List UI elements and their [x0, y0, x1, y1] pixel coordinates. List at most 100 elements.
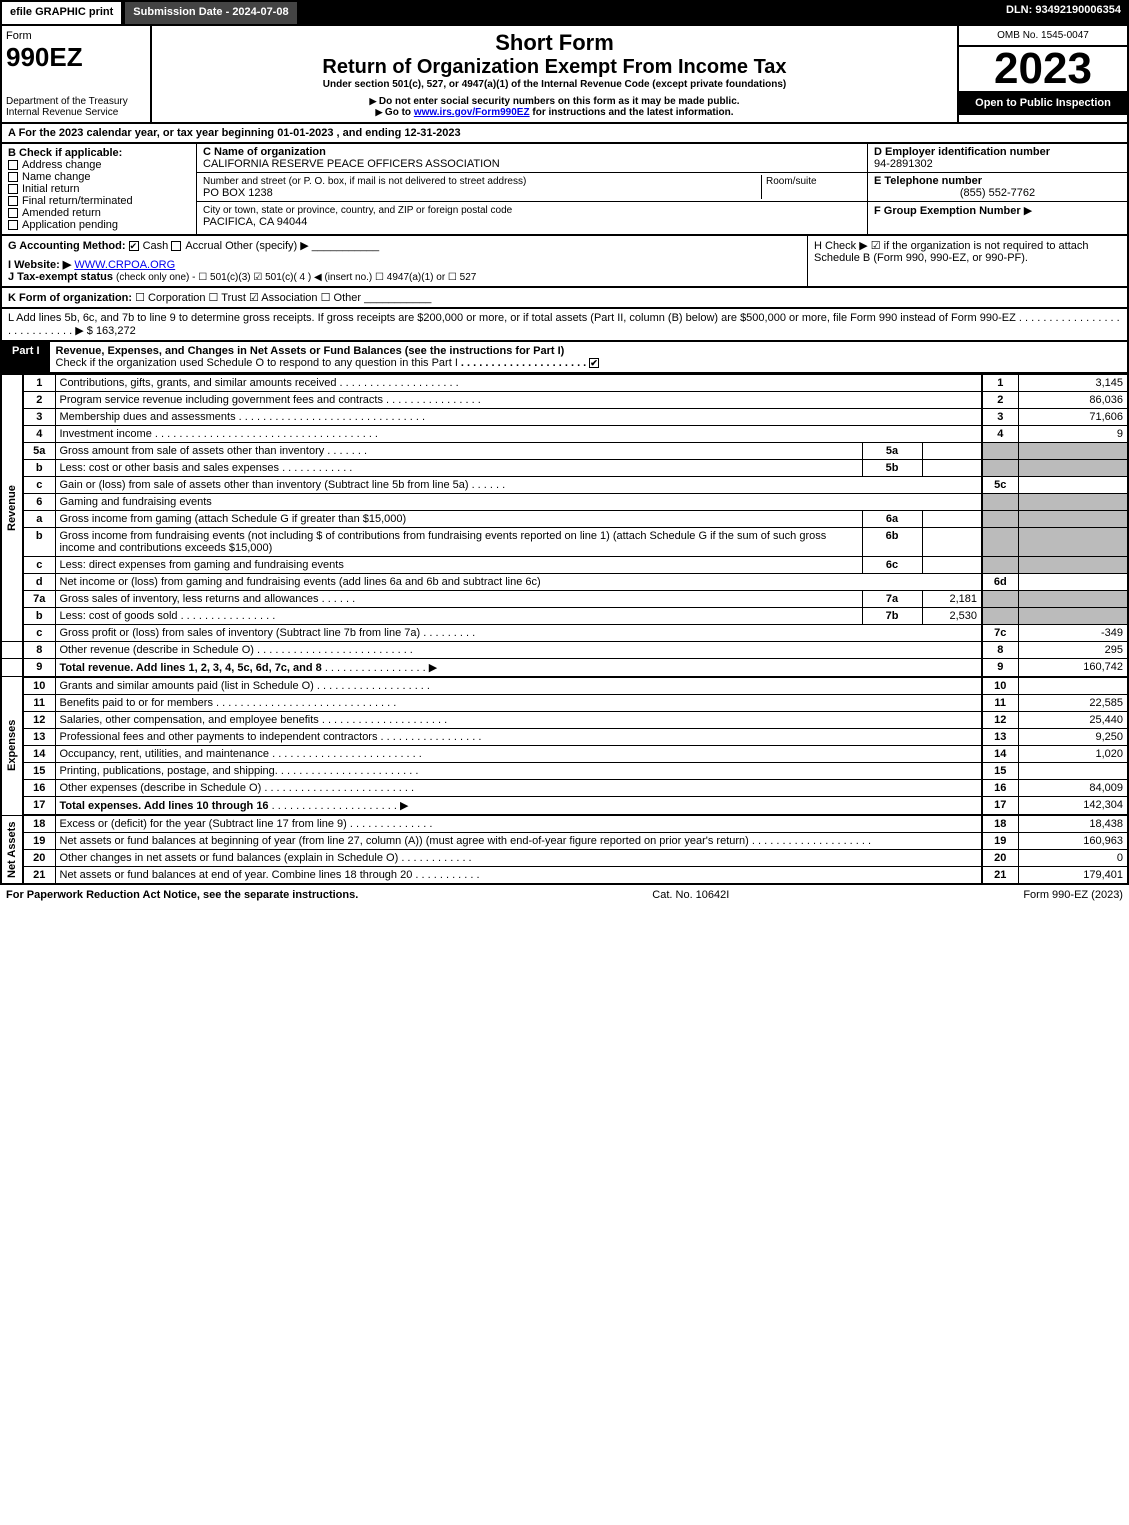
row-num: 2: [23, 392, 55, 409]
row-num: c: [23, 557, 55, 574]
chk-accrual[interactable]: [171, 241, 181, 251]
line-ref: 7c: [982, 625, 1018, 642]
amount: [1018, 763, 1128, 780]
row-desc: Net assets or fund balances at beginning…: [60, 835, 749, 847]
gray-cell: [982, 591, 1018, 608]
row-num: 8: [23, 642, 55, 659]
return-title: Return of Organization Exempt From Incom…: [156, 56, 953, 79]
b-item: Name change: [22, 171, 91, 183]
row-num: c: [23, 477, 55, 494]
j-options: (check only one) - ☐ 501(c)(3) ☑ 501(c)(…: [116, 272, 476, 283]
section-g-h: G Accounting Method: Cash Accrual Other …: [0, 236, 1129, 288]
row-num: 21: [23, 867, 55, 885]
row-desc: Gain or (loss) from sale of assets other…: [60, 479, 469, 491]
row-desc: Gross income from fundraising events (no…: [55, 528, 862, 557]
row-desc: Gross income from gaming (attach Schedul…: [55, 511, 862, 528]
row-num: 18: [23, 815, 55, 833]
sub-amount: [922, 460, 982, 477]
top-bar: efile GRAPHIC print Submission Date - 20…: [0, 0, 1129, 24]
room-label: Room/suite: [766, 176, 817, 187]
amount: 9: [1018, 426, 1128, 443]
sub-ref: 6a: [862, 511, 922, 528]
chk-schedule-o[interactable]: [589, 358, 599, 368]
amount: 3,145: [1018, 375, 1128, 392]
chk-name-change[interactable]: [8, 172, 18, 182]
row-desc: Less: direct expenses from gaming and fu…: [55, 557, 862, 574]
chk-final-return[interactable]: [8, 196, 18, 206]
line-a-tax-year: A For the 2023 calendar year, or tax yea…: [0, 124, 1129, 144]
street-address: PO BOX 1238: [203, 187, 273, 199]
amount: [1018, 477, 1128, 494]
gray-cell: [982, 511, 1018, 528]
row-num: 16: [23, 780, 55, 797]
b-item: Initial return: [22, 183, 79, 195]
k-label: K Form of organization:: [8, 292, 132, 304]
row-desc: Total expenses. Add lines 10 through 16: [60, 800, 269, 812]
row-num: 19: [23, 833, 55, 850]
line-k: K Form of organization: ☐ Corporation ☐ …: [0, 288, 1129, 309]
row-num: 5a: [23, 443, 55, 460]
amount: 9,250: [1018, 729, 1128, 746]
chk-address-change[interactable]: [8, 160, 18, 170]
amount: [1018, 677, 1128, 695]
financial-table: Revenue 1 Contributions, gifts, grants, a…: [0, 374, 1129, 885]
section-b-through-f: B Check if applicable: Address change Na…: [0, 144, 1129, 236]
amount: 86,036: [1018, 392, 1128, 409]
row-num: 10: [23, 677, 55, 695]
city-state-zip: PACIFICA, CA 94044: [203, 216, 307, 228]
short-form-title: Short Form: [156, 30, 953, 56]
row-num: c: [23, 625, 55, 642]
row-num: 12: [23, 712, 55, 729]
line-ref: 14: [982, 746, 1018, 763]
row-num: a: [23, 511, 55, 528]
row-desc: Salaries, other compensation, and employ…: [60, 714, 319, 726]
row-desc: Contributions, gifts, grants, and simila…: [60, 377, 337, 389]
row-num: 6: [23, 494, 55, 511]
gray-cell: [982, 494, 1018, 511]
line-ref: 1: [982, 375, 1018, 392]
expenses-section-label: Expenses: [1, 677, 23, 815]
row-num: d: [23, 574, 55, 591]
line-ref: 6d: [982, 574, 1018, 591]
chk-initial-return[interactable]: [8, 184, 18, 194]
row-num: 4: [23, 426, 55, 443]
line-ref: 4: [982, 426, 1018, 443]
b-item: Address change: [22, 159, 102, 171]
row-desc: Other expenses (describe in Schedule O): [60, 782, 262, 794]
row-num: 17: [23, 797, 55, 816]
chk-cash[interactable]: [129, 241, 139, 251]
row-num: 3: [23, 409, 55, 426]
chk-amended-return[interactable]: [8, 208, 18, 218]
amount: 25,440: [1018, 712, 1128, 729]
dln: DLN: 93492190006354: [998, 0, 1129, 24]
chk-application-pending[interactable]: [8, 220, 18, 230]
irs-link[interactable]: www.irs.gov/Form990EZ: [414, 107, 530, 118]
b-label: B Check if applicable:: [8, 147, 190, 159]
telephone: (855) 552-7762: [874, 187, 1121, 199]
line-ref: 16: [982, 780, 1018, 797]
efile-print-button[interactable]: efile GRAPHIC print: [0, 0, 123, 24]
amount: 142,304: [1018, 797, 1128, 816]
row-desc: Total revenue. Add lines 1, 2, 3, 4, 5c,…: [60, 662, 322, 674]
line-ref: 12: [982, 712, 1018, 729]
sub-ref: 7a: [862, 591, 922, 608]
line-ref: 15: [982, 763, 1018, 780]
website-link[interactable]: WWW.CRPOA.ORG: [74, 259, 175, 271]
f-arrow: ▶: [1024, 205, 1032, 217]
row-num: b: [23, 608, 55, 625]
line-ref: 3: [982, 409, 1018, 426]
row-desc: Gaming and fundraising events: [55, 494, 982, 511]
gray-cell: [982, 528, 1018, 557]
line-ref: 11: [982, 695, 1018, 712]
f-label: F Group Exemption Number: [874, 205, 1021, 217]
row-num: 9: [23, 659, 55, 678]
row-desc: Occupancy, rent, utilities, and maintena…: [60, 748, 270, 760]
sub-amount: [922, 443, 982, 460]
c-label: C Name of organization: [203, 146, 326, 158]
submission-date: Submission Date - 2024-07-08: [123, 0, 298, 24]
row-desc: Gross amount from sale of assets other t…: [60, 445, 325, 457]
part-i-label: Part I: [2, 342, 50, 372]
row-num: b: [23, 528, 55, 557]
revenue-section-label: Revenue: [1, 375, 23, 642]
row-num: 13: [23, 729, 55, 746]
